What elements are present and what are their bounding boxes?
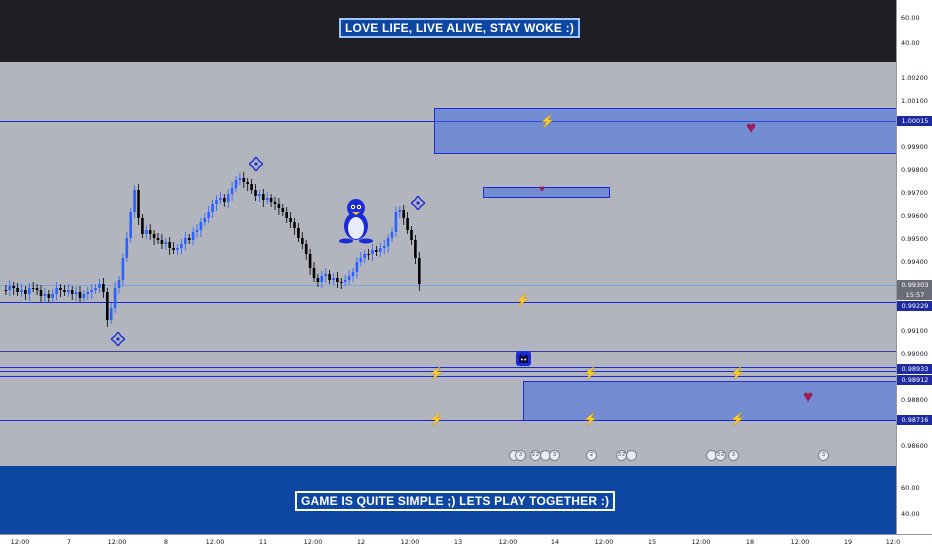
price-tick: 0.99700 — [901, 189, 928, 197]
price-label-a: 0.98933 — [897, 364, 932, 374]
time-tick: 12:00 — [10, 538, 30, 546]
time-tick: 12:0 — [885, 538, 901, 546]
price-tick: 0.98600 — [901, 442, 928, 450]
time-tick: 12:00 — [790, 538, 810, 546]
time-tick: 15 — [647, 538, 657, 546]
top-banner-text: LOVE LIFE, LIVE ALIVE, STAY WOKE :) — [339, 18, 581, 38]
price-label-b: 0.98912 — [897, 375, 932, 385]
time-tick: 12:00 — [498, 538, 518, 546]
time-tick: 7 — [66, 538, 72, 546]
price-tick: 0.99900 — [901, 143, 928, 151]
time-tick: 12:00 — [107, 538, 127, 546]
price-label-low: 0.98716 — [897, 415, 932, 425]
price-tick: 40.00 — [901, 39, 920, 47]
time-tick: 18 — [745, 538, 755, 546]
price-tick: 1.00100 — [901, 97, 928, 105]
price-tick: 0.99500 — [901, 235, 928, 243]
time-tick: 8 — [163, 538, 169, 546]
price-tick: 60.00 — [901, 484, 920, 492]
price-tick: 0.99100 — [901, 327, 928, 335]
time-axis[interactable]: 12:00 7 12:00 8 12:00 11 12:00 12 12:00 … — [0, 534, 932, 551]
time-tick: 13 — [453, 538, 463, 546]
main-chart-pane[interactable] — [0, 62, 896, 466]
price-tick: 1.00200 — [901, 74, 928, 82]
time-tick: 11 — [258, 538, 268, 546]
price-tick: 0.99000 — [901, 350, 928, 358]
price-tick: 0.99800 — [901, 166, 928, 174]
price-tick: 0.99600 — [901, 212, 928, 220]
price-axis[interactable]: 60.00 40.00 1.00200 1.00100 1.00015 0.99… — [896, 0, 932, 534]
countdown-label: 15:57 — [897, 290, 932, 300]
price-label-mid: 0.99229 — [897, 301, 932, 311]
time-tick: 12:00 — [594, 538, 614, 546]
price-label-high: 1.00015 — [897, 116, 932, 126]
price-tick: 60.00 — [901, 14, 920, 22]
price-tick: 0.99400 — [901, 258, 928, 266]
bottom-banner-text: GAME IS QUITE SIMPLE ;) LETS PLAY TOGETH… — [295, 491, 616, 511]
price-tick: 0.98800 — [901, 396, 928, 404]
time-tick: 12:00 — [205, 538, 225, 546]
time-tick: 19 — [843, 538, 853, 546]
last-price-label: 0.99303 — [897, 280, 932, 290]
price-tick: 40.00 — [901, 510, 920, 518]
time-tick: 14 — [550, 538, 560, 546]
time-tick: 12:00 — [400, 538, 420, 546]
time-tick: 12:00 — [303, 538, 323, 546]
time-tick: 12:00 — [691, 538, 711, 546]
time-tick: 12 — [356, 538, 366, 546]
